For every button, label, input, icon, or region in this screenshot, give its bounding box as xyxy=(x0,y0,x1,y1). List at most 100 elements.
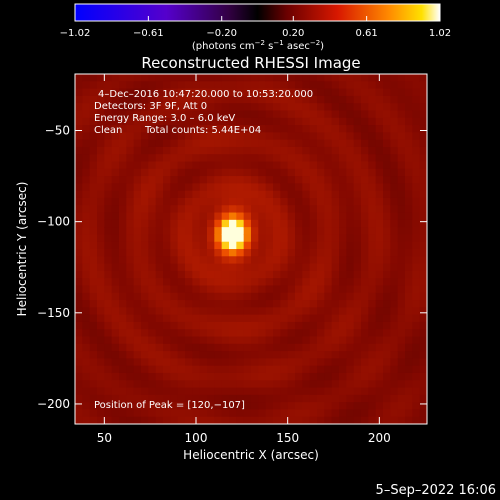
heatmap-cell xyxy=(192,197,201,206)
heatmap-cell xyxy=(368,365,377,374)
heatmap-cell xyxy=(317,125,325,133)
heatmap-cell xyxy=(353,241,362,250)
heatmap-cell xyxy=(148,161,157,170)
heatmap-cell xyxy=(375,387,384,396)
heatmap-cell xyxy=(170,132,179,141)
heatmap-cell xyxy=(221,402,230,411)
heatmap-cell xyxy=(199,336,208,345)
heatmap-cell xyxy=(229,190,237,199)
heatmap-cell xyxy=(155,234,164,243)
heatmap-cell xyxy=(243,249,252,257)
heatmap-cell xyxy=(287,241,296,250)
heatmap-cell xyxy=(361,387,369,396)
heatmap-cell xyxy=(287,321,296,330)
heatmap-cell xyxy=(405,176,413,184)
heatmap-cell xyxy=(185,380,193,389)
heatmap-cell xyxy=(185,329,193,338)
heatmap-cell xyxy=(192,183,201,192)
heatmap-cell xyxy=(75,300,83,308)
heatmap-cell xyxy=(243,263,252,272)
heatmap-cell xyxy=(89,292,98,301)
heatmap-cell xyxy=(251,416,259,424)
heatmap-cell xyxy=(75,321,83,330)
heatmap-cell xyxy=(185,176,193,184)
heatmap-cell xyxy=(155,161,164,170)
heatmap-cell xyxy=(148,402,157,411)
heatmap-cell xyxy=(199,95,208,104)
heatmap-cell xyxy=(192,212,201,221)
heatmap-cell xyxy=(265,132,274,141)
heatmap-cell xyxy=(339,139,347,148)
heatmap-cell xyxy=(419,241,427,250)
heatmap-cell xyxy=(273,256,281,265)
heatmap-cell xyxy=(170,205,179,214)
heatmap-cell xyxy=(273,263,281,272)
heatmap-cell xyxy=(346,125,355,133)
heatmap-cell xyxy=(163,351,171,359)
heatmap-cell xyxy=(317,132,325,141)
heatmap-cell xyxy=(280,154,289,163)
heatmap-cell xyxy=(89,365,98,374)
heatmap-cell xyxy=(221,227,230,236)
heatmap-cell xyxy=(309,146,318,155)
heatmap-cell xyxy=(148,190,157,199)
heatmap-cell xyxy=(177,219,186,228)
heatmap-cell xyxy=(273,110,281,119)
heatmap-cell xyxy=(97,372,105,381)
heatmap-cell xyxy=(236,307,245,316)
heatmap-cell xyxy=(207,168,215,177)
heatmap-cell xyxy=(324,300,333,308)
heatmap-cell xyxy=(390,183,399,192)
heatmap-cell xyxy=(280,212,289,221)
heatmap-cell xyxy=(155,146,164,155)
heatmap-cell xyxy=(258,263,267,272)
heatmap-cell xyxy=(353,139,362,148)
heatmap-cell xyxy=(309,278,318,287)
heatmap-cell xyxy=(317,402,325,411)
heatmap-cell xyxy=(375,205,384,214)
heatmap-cell xyxy=(412,409,421,418)
heatmap-cell xyxy=(126,81,135,90)
heatmap-cell xyxy=(324,387,333,396)
heatmap-cell xyxy=(353,227,362,236)
heatmap-cell xyxy=(104,125,113,133)
heatmap-cell xyxy=(361,351,369,359)
heatmap-cell xyxy=(346,190,355,199)
heatmap-cell xyxy=(368,329,377,338)
heatmap-cell xyxy=(82,336,91,345)
heatmap-cell xyxy=(324,197,333,206)
annotation-algorithm: Clean xyxy=(94,125,122,136)
heatmap-cell xyxy=(309,314,318,323)
heatmap-cell xyxy=(353,197,362,206)
heatmap-cell xyxy=(339,88,347,97)
heatmap-cell xyxy=(75,314,83,323)
heatmap-cell xyxy=(207,197,215,206)
heatmap-cell xyxy=(170,372,179,381)
heatmap-cell xyxy=(199,249,208,257)
heatmap-cell xyxy=(177,365,186,374)
heatmap-cell xyxy=(119,154,127,163)
heatmap-cell xyxy=(317,278,325,287)
heatmap-cell xyxy=(405,234,413,243)
heatmap-cell xyxy=(75,402,83,411)
heatmap-cell xyxy=(207,88,215,97)
heatmap-cell xyxy=(346,183,355,192)
heatmap-cell xyxy=(280,234,289,243)
heatmap-cell xyxy=(390,270,399,279)
heatmap-cell xyxy=(221,197,230,206)
heatmap-cell xyxy=(170,154,179,163)
heatmap-cell xyxy=(170,139,179,148)
heatmap-cell xyxy=(207,307,215,316)
heatmap-cell xyxy=(243,285,252,294)
y-tick-label: −200 xyxy=(37,397,70,411)
heatmap-cell xyxy=(236,190,245,199)
y-axis-ticks: −50−100−150−200 xyxy=(37,124,427,411)
heatmap-cell xyxy=(383,263,391,272)
heatmap-cell xyxy=(412,402,421,411)
heatmap-cell xyxy=(236,285,245,294)
heatmap-cell xyxy=(243,219,252,228)
heatmap-cell xyxy=(383,409,391,418)
heatmap-cell xyxy=(236,154,245,163)
heatmap-cell xyxy=(75,227,83,236)
heatmap-cell xyxy=(155,81,164,90)
